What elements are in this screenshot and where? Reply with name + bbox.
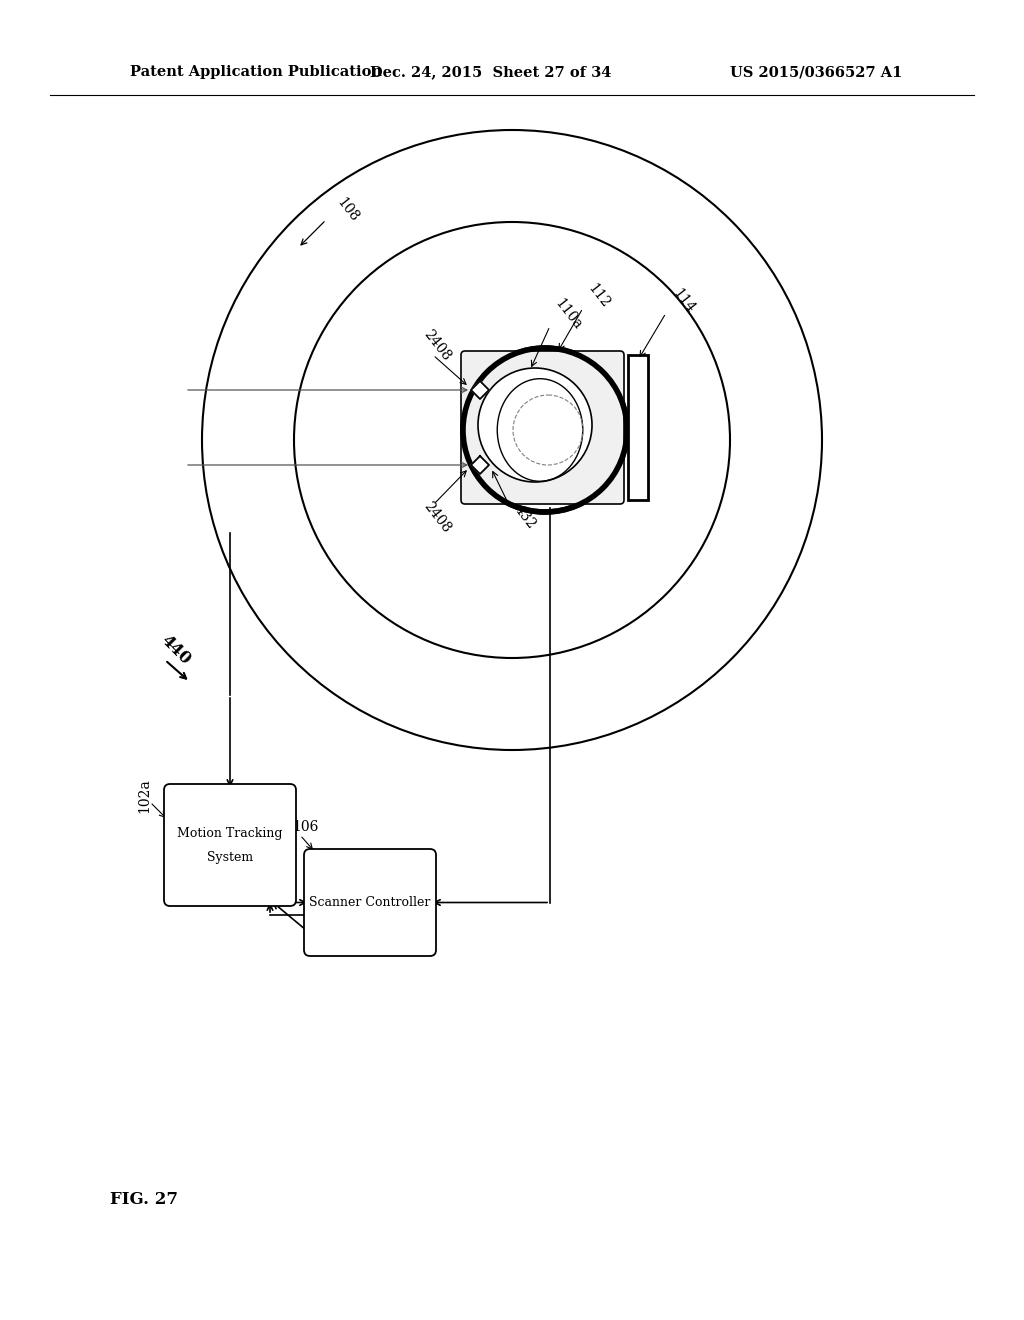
Text: 440: 440 xyxy=(158,632,195,668)
Text: 114: 114 xyxy=(670,286,697,315)
Bar xyxy=(628,355,648,500)
Text: System: System xyxy=(207,850,253,863)
Text: 102a: 102a xyxy=(137,779,151,813)
FancyBboxPatch shape xyxy=(164,784,296,906)
Text: FIG. 27: FIG. 27 xyxy=(110,1192,178,1209)
Text: 432: 432 xyxy=(511,503,539,532)
Text: 110a: 110a xyxy=(552,296,585,333)
Circle shape xyxy=(478,368,592,482)
Text: 106: 106 xyxy=(292,820,318,834)
Text: 108: 108 xyxy=(334,195,361,224)
Text: Motion Tracking: Motion Tracking xyxy=(177,826,283,840)
Text: Dec. 24, 2015  Sheet 27 of 34: Dec. 24, 2015 Sheet 27 of 34 xyxy=(370,65,611,79)
Text: US 2015/0366527 A1: US 2015/0366527 A1 xyxy=(730,65,902,79)
Text: 2408: 2408 xyxy=(421,327,454,363)
Text: Scanner Controller: Scanner Controller xyxy=(309,896,431,909)
Text: 2408: 2408 xyxy=(421,499,454,535)
Text: Patent Application Publication: Patent Application Publication xyxy=(130,65,382,79)
FancyBboxPatch shape xyxy=(461,351,624,504)
Polygon shape xyxy=(471,455,489,474)
FancyBboxPatch shape xyxy=(304,849,436,956)
Text: 112: 112 xyxy=(585,281,612,310)
Polygon shape xyxy=(471,381,489,399)
